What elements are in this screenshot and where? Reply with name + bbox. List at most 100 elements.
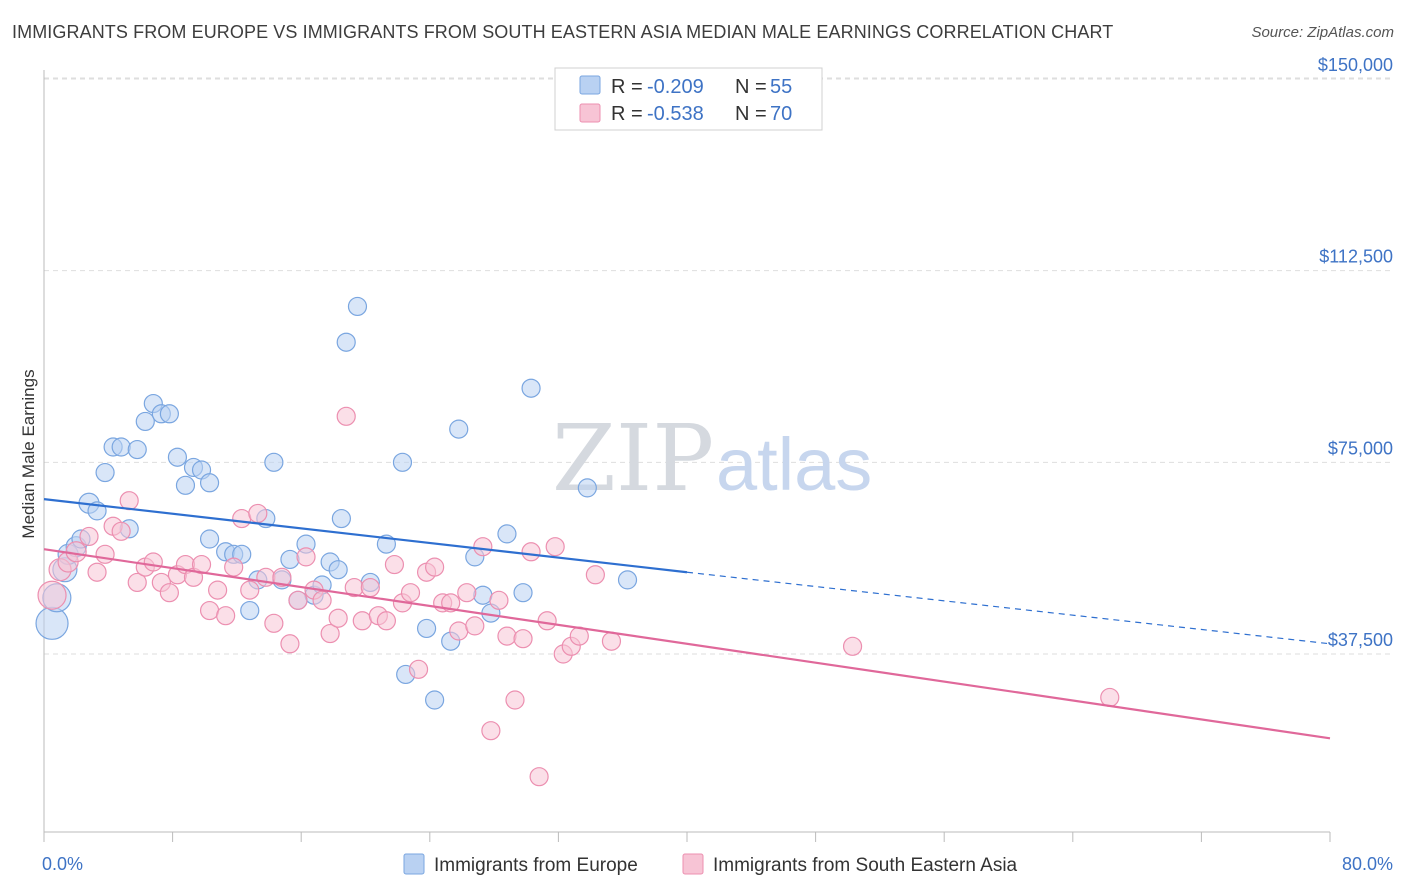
point-europe-53: [513, 583, 533, 603]
point-europe-0: [35, 606, 69, 640]
chart-title: IMMIGRANTS FROM EUROPE VS IMMIGRANTS FRO…: [12, 22, 1114, 42]
point-sea-38: [352, 611, 372, 631]
legend-sea-n-value: 70: [770, 103, 792, 125]
point-sea-6: [95, 544, 115, 564]
y-tick-label-0: $37,500: [1328, 630, 1393, 650]
point-sea-36: [336, 406, 356, 426]
point-sea-52: [465, 616, 485, 636]
watermark: ZIP atlas: [552, 405, 872, 512]
point-sea-66: [585, 565, 605, 585]
point-sea-28: [272, 567, 292, 587]
point-sea-59: [521, 542, 541, 562]
point-sea-39: [360, 577, 380, 598]
point-sea-42: [384, 554, 405, 575]
point-sea-55: [489, 590, 509, 610]
point-sea-41: [376, 611, 396, 631]
point-sea-0: [37, 580, 67, 610]
y-tick-label-3: $150,000: [1318, 55, 1393, 75]
point-europe-16: [159, 404, 179, 424]
point-sea-21: [216, 606, 236, 626]
point-sea-20: [208, 580, 228, 600]
watermark-zip: ZIP: [552, 405, 714, 512]
x-tick-label-max: 80.0%: [1342, 854, 1393, 874]
watermark-atlas: atlas: [716, 423, 872, 506]
point-europe-40: [347, 296, 368, 317]
point-sea-33: [312, 590, 332, 610]
point-sea-24: [240, 580, 260, 600]
x-tick-label-min: 0.0%: [42, 854, 83, 874]
point-europe-21: [199, 473, 220, 493]
point-europe-13: [135, 411, 155, 432]
point-europe-22: [199, 529, 220, 549]
point-sea-57: [505, 690, 525, 710]
point-sea-67: [601, 631, 622, 651]
point-europe-37: [328, 560, 348, 580]
legend-sea-r-label: R =: [611, 103, 643, 125]
legend-europe-r-label: R =: [611, 76, 643, 98]
point-europe-56: [617, 570, 638, 590]
point-sea-18: [191, 554, 212, 575]
point-sea-60: [529, 767, 549, 787]
y-tick-label-2: $112,500: [1319, 247, 1393, 267]
chart-source: Source: ZipAtlas.com: [1251, 24, 1394, 41]
point-sea-25: [248, 503, 268, 524]
point-sea-9: [119, 491, 139, 511]
point-sea-51: [457, 583, 477, 603]
point-sea-30: [288, 590, 308, 610]
y-axis-label: Median Male Earnings: [19, 369, 38, 538]
point-europe-39: [336, 332, 356, 352]
point-europe-55: [577, 478, 597, 498]
point-sea-14: [159, 583, 179, 603]
point-sea-45: [408, 659, 429, 679]
point-sea-54: [481, 721, 501, 741]
point-sea-34: [320, 623, 340, 644]
trend-line-europe: [43, 498, 688, 574]
trend-line-sea: [43, 548, 1331, 740]
bottom-legend: Immigrants from Europe Immigrants from S…: [403, 853, 1018, 876]
point-sea-61: [537, 611, 557, 631]
trend-lines: [43, 498, 1331, 740]
point-sea-50: [449, 621, 469, 641]
point-sea-4: [79, 526, 99, 547]
legend-sea-n-label: N =: [735, 103, 767, 125]
legend-europe-r-value: -0.209: [647, 76, 704, 98]
y-tick-labels: $37,500 $75,000 $112,500 $150,000: [1318, 55, 1393, 650]
point-europe-45: [416, 618, 437, 639]
point-europe-54: [521, 378, 541, 398]
point-europe-12: [127, 439, 147, 460]
point-sea-29: [280, 634, 300, 654]
point-europe-50: [473, 585, 493, 605]
point-sea-27: [264, 613, 284, 633]
y-tick-label-1: $75,000: [1328, 438, 1393, 458]
point-europe-10: [111, 437, 131, 457]
legend-europe-n-value: 55: [770, 76, 792, 98]
point-europe-29: [264, 452, 284, 472]
x-ticks: [43, 832, 1331, 842]
bottom-legend-swatch-europe: [403, 853, 425, 875]
point-sea-68: [842, 636, 863, 656]
point-europe-26: [240, 600, 260, 621]
point-europe-43: [392, 452, 413, 472]
point-europe-38: [331, 508, 351, 529]
point-sea-3: [65, 541, 87, 563]
point-sea-69: [1100, 687, 1120, 708]
point-sea-62: [545, 537, 565, 557]
point-sea-23: [232, 508, 252, 529]
point-sea-19: [199, 600, 220, 621]
point-sea-31: [296, 547, 316, 567]
grid-lines: [44, 77, 1393, 655]
legend-europe-n-label: N =: [735, 76, 767, 98]
point-europe-52: [497, 524, 517, 544]
point-sea-35: [328, 608, 348, 628]
point-europe-17: [167, 447, 188, 467]
point-sea-47: [425, 557, 445, 577]
point-europe-46: [425, 690, 445, 710]
point-sea-22: [224, 557, 244, 577]
bottom-legend-europe-label: Immigrants from Europe: [434, 855, 638, 876]
legend: R = -0.209 N = 55 R = -0.538 N = 70: [554, 67, 823, 131]
point-sea-5: [87, 562, 107, 582]
point-europe-18: [175, 475, 196, 495]
legend-swatch-sea: [579, 103, 601, 123]
series-sea-points: [37, 406, 1120, 787]
